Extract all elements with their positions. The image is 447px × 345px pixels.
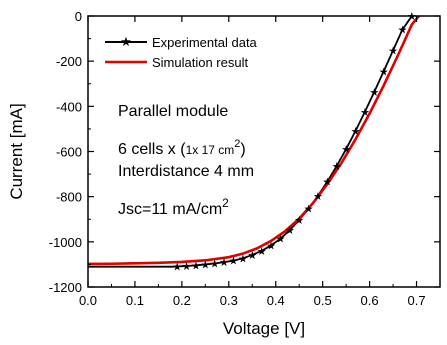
legend-experimental-label: Experimental data	[152, 35, 258, 50]
annotation-cells: 6 cells x (1x 17 cm2)	[118, 138, 246, 158]
y-tick-label: -600	[56, 145, 82, 160]
x-tick-label: 0.3	[220, 293, 238, 308]
y-tick-label: -1000	[49, 235, 82, 250]
experimental-point: ★	[313, 191, 323, 203]
experimental-point: ★	[275, 234, 285, 246]
annotation-block: Parallel module 6 cells x (1x 17 cm2) In…	[118, 103, 254, 218]
y-tick-label: -200	[56, 54, 82, 69]
experimental-point: ★	[388, 45, 398, 57]
experimental-point: ★	[341, 144, 351, 156]
annotation-cells-post: )	[240, 141, 245, 158]
experimental-point: ★	[360, 107, 370, 119]
annotation-jsc: Jsc=11 mA/cm2	[118, 196, 229, 218]
legend-simulation-label: Simulation result	[152, 55, 248, 70]
plot-area: ★ ★ ★ ★ ★ ★ ★ ★ ★ ★ ★★★★★★★★★★★★★★★★	[87, 11, 420, 273]
experimental-point: ★	[210, 259, 220, 271]
experimental-point: ★	[379, 66, 389, 78]
experimental-point: ★	[219, 257, 229, 269]
experimental-point: ★	[238, 253, 248, 265]
experimental-point: ★	[332, 161, 342, 173]
x-axis-title: Voltage [V]	[223, 319, 305, 338]
experimental-point: ★	[304, 204, 314, 216]
x-tick-label: 0.7	[407, 293, 425, 308]
legend: ★ Experimental data Simulation result	[105, 34, 258, 70]
experimental-point: ★	[398, 25, 408, 37]
experimental-point: ★	[182, 261, 192, 273]
series-experimental-line	[88, 15, 413, 268]
experimental-point: ★	[172, 261, 182, 273]
experimental-point: ★	[191, 260, 201, 272]
experimental-point: ★	[257, 246, 267, 258]
y-tick-label: -1200	[49, 280, 82, 295]
experimental-point: ★	[351, 126, 361, 138]
series-simulation-line	[87, 15, 420, 266]
axis-ticks: 0.0 0.1 0.2 0.3 0.4 0.5 0.6 0.7 0 -200 -400 -600 -80…	[49, 9, 441, 308]
annotation-module: Parallel module	[118, 103, 228, 120]
experimental-point: ★	[407, 11, 417, 23]
annotation-interdistance: Interdistance 4 mm	[118, 163, 254, 180]
x-tick-label: 0.1	[126, 293, 144, 308]
annotation-cells-sup: 2	[234, 138, 240, 150]
x-tick-label: 0.2	[173, 293, 191, 308]
y-tick-label: -800	[56, 190, 82, 205]
experimental-point: ★	[285, 225, 295, 237]
annotation-jsc-text: Jsc=11 mA/cm	[118, 201, 222, 218]
experimental-point: ★	[294, 215, 304, 227]
x-tick-label: 0.4	[267, 293, 285, 308]
experimental-point: ★	[247, 250, 257, 262]
annotation-jsc-sup: 2	[222, 196, 229, 210]
experimental-point: ★	[266, 240, 276, 252]
annotation-cells-mid: 1x 17 cm	[186, 143, 235, 157]
experimental-point: ★	[322, 177, 332, 189]
y-tick-label: -400	[56, 99, 82, 114]
y-axis-title: Current [mA]	[7, 103, 26, 199]
legend-experimental-marker: ★	[120, 34, 132, 49]
x-tick-label: 0.5	[314, 293, 332, 308]
x-tick-label: 0.6	[361, 293, 379, 308]
experimental-point: ★	[229, 256, 239, 268]
experimental-point: ★	[200, 259, 210, 271]
x-tick-label: 0.0	[79, 293, 97, 308]
annotation-cells-pre: 6 cells x (	[118, 141, 186, 158]
experimental-point: ★	[369, 87, 379, 99]
y-tick-label: 0	[75, 9, 82, 24]
